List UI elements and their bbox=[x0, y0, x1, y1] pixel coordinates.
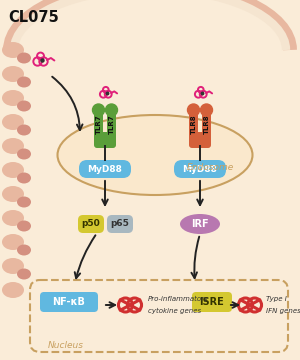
Ellipse shape bbox=[17, 172, 31, 184]
FancyBboxPatch shape bbox=[79, 160, 131, 178]
FancyBboxPatch shape bbox=[107, 110, 116, 146]
Text: p50: p50 bbox=[82, 220, 100, 229]
Ellipse shape bbox=[2, 210, 24, 226]
FancyBboxPatch shape bbox=[202, 110, 211, 146]
Text: TLR8: TLR8 bbox=[203, 114, 209, 134]
Ellipse shape bbox=[2, 186, 24, 202]
Ellipse shape bbox=[2, 282, 24, 298]
Ellipse shape bbox=[2, 138, 24, 154]
Ellipse shape bbox=[2, 162, 24, 178]
Ellipse shape bbox=[2, 90, 24, 106]
Ellipse shape bbox=[58, 115, 253, 195]
FancyBboxPatch shape bbox=[189, 110, 198, 146]
Ellipse shape bbox=[17, 77, 31, 87]
Text: Endosome: Endosome bbox=[186, 162, 234, 171]
Circle shape bbox=[106, 104, 118, 116]
Text: IRF: IRF bbox=[191, 219, 209, 229]
Text: cytokine genes: cytokine genes bbox=[148, 308, 201, 314]
FancyBboxPatch shape bbox=[192, 292, 232, 312]
Text: p65: p65 bbox=[111, 220, 129, 229]
Ellipse shape bbox=[2, 42, 24, 58]
Text: ISRE: ISRE bbox=[200, 297, 224, 307]
Ellipse shape bbox=[17, 53, 31, 63]
Text: TLR7: TLR7 bbox=[109, 114, 115, 134]
Ellipse shape bbox=[2, 114, 24, 130]
Ellipse shape bbox=[180, 214, 220, 234]
Ellipse shape bbox=[17, 244, 31, 256]
FancyBboxPatch shape bbox=[174, 160, 226, 178]
Ellipse shape bbox=[2, 234, 24, 250]
Circle shape bbox=[188, 104, 200, 116]
FancyBboxPatch shape bbox=[94, 132, 116, 148]
Circle shape bbox=[200, 104, 212, 116]
Ellipse shape bbox=[17, 220, 31, 231]
Ellipse shape bbox=[2, 258, 24, 274]
FancyBboxPatch shape bbox=[94, 110, 103, 146]
FancyBboxPatch shape bbox=[107, 215, 133, 233]
Text: CL075: CL075 bbox=[8, 10, 59, 26]
Text: TLR8: TLR8 bbox=[190, 114, 196, 134]
Text: Pro-inflammatory: Pro-inflammatory bbox=[148, 296, 209, 302]
Text: MyD88: MyD88 bbox=[183, 165, 218, 174]
Ellipse shape bbox=[17, 269, 31, 279]
Text: TLR7: TLR7 bbox=[95, 114, 101, 134]
Text: IFN genes: IFN genes bbox=[266, 308, 300, 314]
Ellipse shape bbox=[17, 197, 31, 207]
Ellipse shape bbox=[2, 66, 24, 82]
Text: Nucleus: Nucleus bbox=[48, 341, 84, 350]
Ellipse shape bbox=[17, 125, 31, 135]
FancyBboxPatch shape bbox=[78, 215, 104, 233]
Text: Type I: Type I bbox=[266, 296, 287, 302]
FancyBboxPatch shape bbox=[30, 280, 288, 352]
Circle shape bbox=[92, 104, 104, 116]
Text: NF-κB: NF-κB bbox=[52, 297, 86, 307]
FancyBboxPatch shape bbox=[189, 132, 211, 148]
Text: MyD88: MyD88 bbox=[88, 165, 122, 174]
FancyBboxPatch shape bbox=[40, 292, 98, 312]
Ellipse shape bbox=[17, 148, 31, 159]
Ellipse shape bbox=[17, 100, 31, 112]
